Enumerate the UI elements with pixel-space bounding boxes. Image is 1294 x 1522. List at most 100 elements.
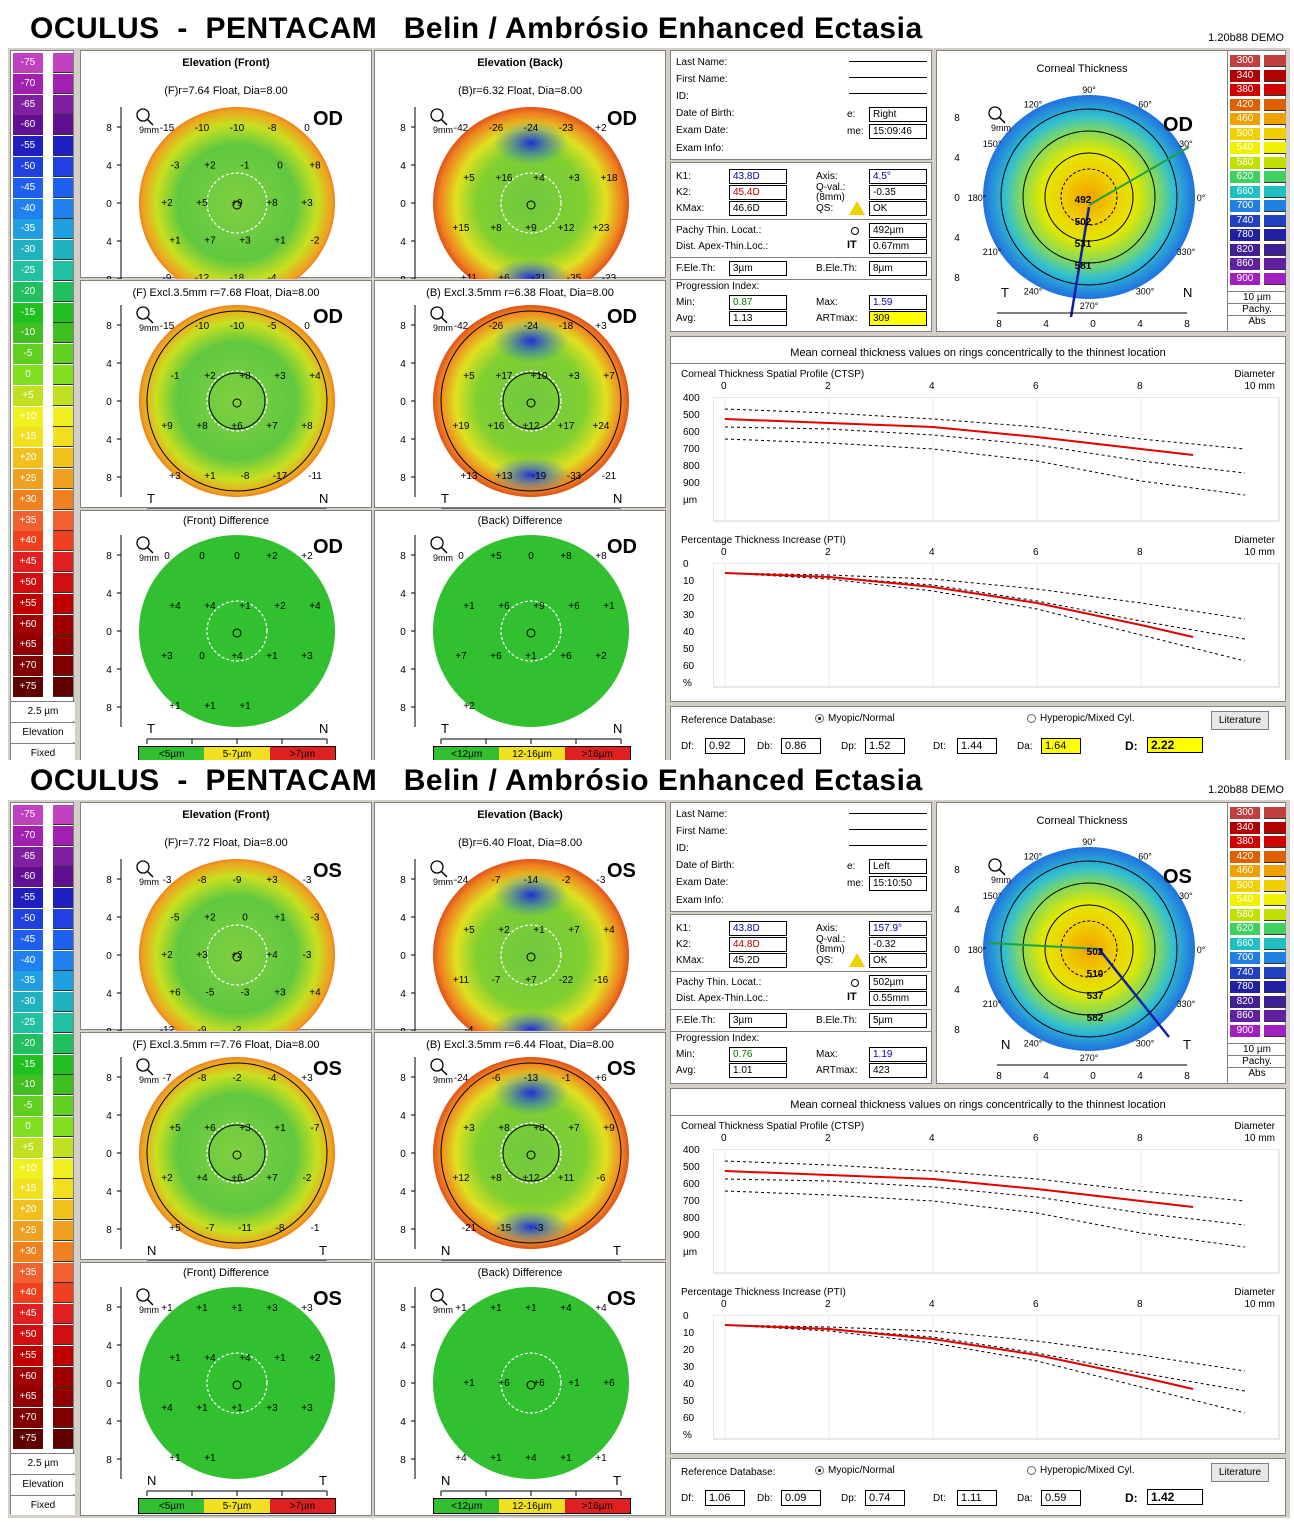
input-underline <box>849 61 927 62</box>
zoom-icon[interactable]: 9mm <box>136 306 159 333</box>
elevation-map: 88440044889mmODTN-15-10-10-50-1+2+8+3+4+… <box>106 305 343 509</box>
elevation-value: +16 <box>488 421 505 432</box>
radio-myopic[interactable]: Myopic/Normal <box>815 1465 895 1476</box>
elevation-value: +9 <box>161 421 173 432</box>
radio-indicator[interactable] <box>815 713 824 723</box>
scale-value: -70 <box>13 825 43 846</box>
scale-value: -5 <box>13 1096 43 1117</box>
zoom-icon[interactable]: 9mm <box>430 536 453 563</box>
elevation-value: -8 <box>241 471 250 482</box>
od-excl-front-panel[interactable]: (F) Excl.3.5mm r=7.68 Float, Dia=8.00 8 8 4… <box>80 280 372 509</box>
literature-button[interactable]: Literature <box>1211 711 1269 730</box>
ctsp-plot <box>713 1149 1283 1277</box>
od-diff-front-panel[interactable]: 88440044889mmODTN000+2+2+4+4+1+2+4+30+4+… <box>80 510 372 764</box>
x-tick-label: 6 <box>1033 1299 1039 1310</box>
zoom-icon[interactable]: 9mm <box>136 536 159 563</box>
db-field: 0.09 <box>781 1490 821 1506</box>
pachy-scale-value: 500 <box>1230 879 1260 892</box>
scale-swatch <box>53 219 73 240</box>
time-field[interactable]: 15:10:50 <box>869 876 927 891</box>
scale-value: -15 <box>13 302 43 323</box>
d-final-field: 2.22 <box>1147 737 1203 753</box>
svg-text:9mm: 9mm <box>991 123 1011 133</box>
od-elev-back-panel[interactable]: Elevation (Back) (B)r=6.32 Float, Dia=8.0… <box>374 50 666 279</box>
elevation-value: +4 <box>161 1403 173 1414</box>
thickness-ring <box>1000 108 1178 286</box>
elevation-value: 0 <box>242 913 248 924</box>
zoom-icon[interactable]: 9mm <box>988 858 1011 885</box>
zoom-icon[interactable]: 9mm <box>136 860 159 887</box>
os-diff-front-panel[interactable]: 88440044889mmOSNT+1+1+1+3+3+1+4+4+1+2+4+… <box>80 1262 372 1516</box>
elevation-value: +3 <box>274 988 286 999</box>
apex-marker <box>526 628 536 638</box>
od-excl-back-panel[interactable]: (B) Excl.3.5mm r=6.38 Float, Dia=8.00 8 8 4… <box>374 280 666 509</box>
os-elev-front-panel[interactable]: Elevation (Front) (F)r=7.72 Float, Dia=8.… <box>80 802 372 1031</box>
time-field[interactable]: 15:09:46 <box>869 124 927 139</box>
elevation-value: -3 <box>303 875 312 886</box>
scale-value: -20 <box>13 281 43 302</box>
zoom-icon[interactable]: 9mm <box>136 1288 159 1315</box>
zoom-icon[interactable]: 9mm <box>430 860 453 887</box>
os-excl-back-panel[interactable]: (B) Excl.3.5mm r=6.44 Float, Dia=8.00 8 8 4… <box>374 1032 666 1261</box>
scale-value: +70 <box>13 656 43 677</box>
scale-swatch <box>53 1158 73 1179</box>
pachy-scale-value: 460 <box>1230 865 1260 877</box>
elevation-value: +1 <box>204 471 216 482</box>
radio-indicator[interactable] <box>815 1465 824 1475</box>
radio-indicator[interactable] <box>1027 713 1036 723</box>
legend-item: 5-7µm <box>204 747 270 761</box>
y-tick-label: 20 <box>683 1345 695 1356</box>
scale-value: -55 <box>13 888 43 909</box>
angle-label: 240° <box>1024 287 1043 297</box>
pupil-circle <box>206 172 268 234</box>
elevation-value: +3 <box>169 471 181 482</box>
y-tick-label: 8 <box>106 875 112 886</box>
difference-legend: <12µm 12-16µm >16µm <box>433 1498 631 1514</box>
y-tick-label: 8 <box>400 123 406 134</box>
literature-button[interactable]: Literature <box>1211 1463 1269 1482</box>
avg-label: Avg: <box>676 1065 696 1076</box>
os-diff-back-panel[interactable]: 88440044889mmOSNT+1+1+1+4+4+1+6+6+1+6+4+… <box>374 1262 666 1516</box>
radio-hyperopic[interactable]: Hyperopic/Mixed Cyl. <box>1027 1465 1134 1476</box>
normative-curve <box>724 1190 1246 1248</box>
radio-myopic[interactable]: Myopic/Normal <box>815 713 895 724</box>
pupil-circle <box>1060 920 1118 978</box>
mm-label: 10 mm <box>1244 1299 1275 1310</box>
zoom-icon[interactable]: 9mm <box>430 306 453 333</box>
zoom-icon[interactable]: 9mm <box>136 1058 159 1085</box>
dt-field: 1.44 <box>957 738 997 754</box>
elevation-value: +2 <box>204 161 216 172</box>
zoom-icon[interactable]: 9mm <box>430 1288 453 1315</box>
eye-field[interactable]: Right <box>869 107 927 122</box>
y-tick-label: 4 <box>106 161 112 172</box>
corneal-thickness-panel: Corneal Thickness 502 510 537 582 0° 30° 60° 90°… <box>936 802 1286 1084</box>
elevation-value: +2 <box>309 1353 321 1364</box>
elevation-value: +7 <box>266 1173 278 1184</box>
od-elev-front-panel[interactable]: Elevation (Front) (F)r=7.64 Float, Dia=8.… <box>80 50 372 279</box>
os-elev-back-panel[interactable]: Elevation (Back) (B)r=6.40 Float, Dia=8.0… <box>374 802 666 1031</box>
divider <box>671 1009 931 1010</box>
zoom-icon[interactable]: 9mm <box>988 106 1011 133</box>
input-underline <box>849 77 927 78</box>
zoom-icon[interactable]: 9mm <box>430 108 453 135</box>
qs-label: QS: <box>816 203 834 214</box>
elevation-value: +8 <box>498 1123 510 1134</box>
zoom-label: 9mm <box>139 1305 159 1315</box>
y-tick-label: 8 <box>106 703 112 714</box>
elevation-value: -11 <box>238 1223 252 1234</box>
radio-indicator[interactable] <box>1027 1465 1036 1475</box>
elevation-value: +11 <box>558 1173 575 1184</box>
os-excl-front-panel[interactable]: (F) Excl.3.5mm r=7.76 Float, Dia=8.00 8 8 4… <box>80 1032 372 1261</box>
elevation-value: +7 <box>525 975 537 986</box>
y-tick-label: 500 <box>683 1162 700 1173</box>
y-tick-label: 0 <box>106 1379 112 1390</box>
eye-field[interactable]: Left <box>869 859 927 874</box>
radio-hyperopic[interactable]: Hyperopic/Mixed Cyl. <box>1027 713 1134 724</box>
zoom-icon[interactable]: 9mm <box>136 108 159 135</box>
zoom-icon[interactable]: 9mm <box>430 1058 453 1085</box>
x-tick-label: 4 <box>929 547 935 558</box>
elevation-value: +3 <box>301 1073 313 1084</box>
scale-swatch <box>53 531 73 552</box>
elevation-value: +4 <box>204 1353 216 1364</box>
od-diff-back-panel[interactable]: 88440044889mmODTN0+50+8+8+1+6+9+6+1+7+6+… <box>374 510 666 764</box>
